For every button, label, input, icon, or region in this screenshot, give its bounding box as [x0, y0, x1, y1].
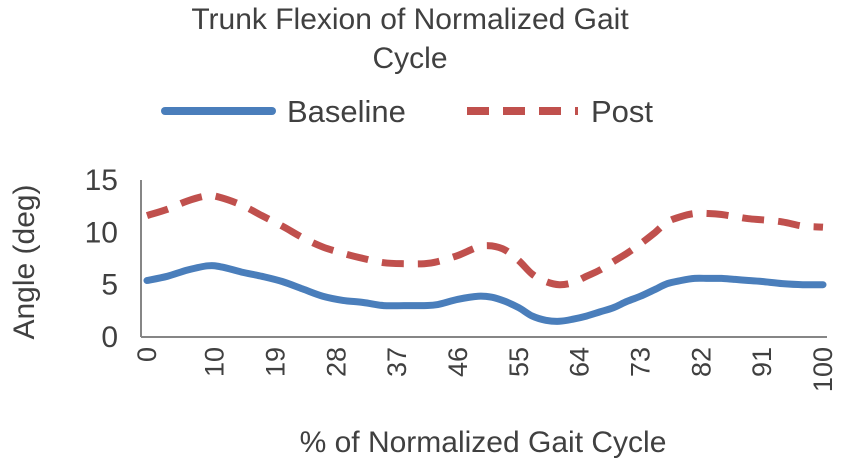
- y-tick-label: 15: [85, 164, 118, 197]
- x-tick-label: 91: [747, 347, 777, 377]
- x-tick-label: 64: [565, 347, 595, 377]
- y-axis: 0 5 10 15: [85, 164, 142, 354]
- series-line-baseline: [143, 262, 827, 325]
- y-tick-label: 10: [85, 216, 118, 249]
- x-tick-label: 10: [200, 347, 230, 377]
- x-tick-label: 100: [808, 347, 838, 392]
- legend: Baseline Post: [161, 94, 653, 129]
- x-tick-label: 73: [625, 347, 655, 377]
- y-axis-label: Angle (deg): [8, 184, 41, 339]
- x-tick-label: 37: [382, 347, 412, 377]
- x-tick-label: 0: [132, 347, 162, 362]
- x-tick-label: 28: [321, 347, 351, 377]
- y-tick-label: 0: [101, 321, 118, 354]
- x-axis-label: % of Normalized Gait Cycle: [300, 426, 667, 459]
- x-tick-label: 46: [443, 347, 473, 377]
- legend-label-post: Post: [591, 94, 653, 129]
- series-line-post: [145, 192, 824, 289]
- x-axis: 0 10 19 28 37 46 55 64 73 82 91 100: [132, 336, 838, 392]
- chart-title-line-1: Trunk Flexion of Normalized Gait: [191, 3, 629, 36]
- legend-label-baseline: Baseline: [287, 94, 406, 129]
- series-group: [143, 192, 827, 325]
- x-tick-label: 82: [686, 347, 716, 377]
- x-tick-label: 55: [504, 347, 534, 377]
- x-tick-label: 19: [260, 347, 290, 377]
- y-tick-label: 5: [101, 269, 118, 302]
- chart-title-line-2: Cycle: [372, 42, 447, 75]
